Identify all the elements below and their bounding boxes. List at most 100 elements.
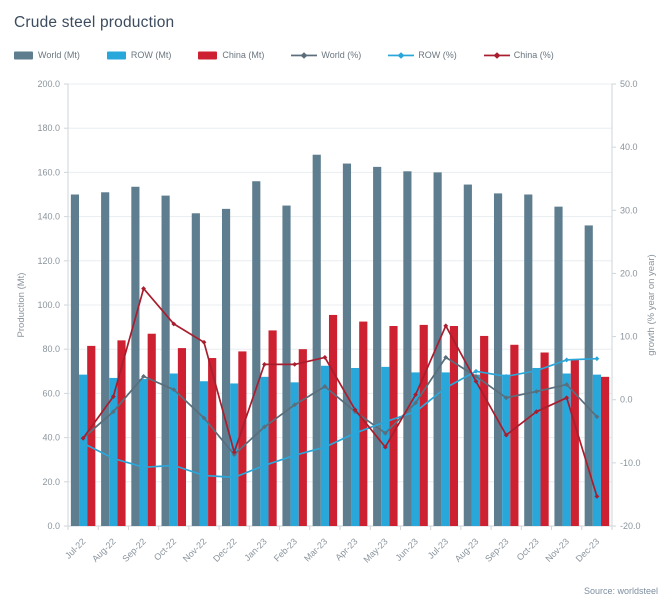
bar [554,206,563,526]
bar [177,348,187,526]
bar [238,351,247,526]
line-path [82,357,597,479]
legend-item-row-pct[interactable]: ROW (%) [388,50,457,60]
bar [147,333,156,526]
data-point-marker [141,373,146,379]
bar [260,376,269,526]
chart-title: Crude steel production [14,14,175,31]
bars-row-mt [79,365,601,526]
right-axis-tick-label: 0.0 [620,395,633,405]
bar [441,372,450,526]
right-axis-title: growth (% year on year) [646,254,657,355]
gridlines [68,83,612,527]
data-point-marker [413,400,418,406]
x-axis-tick-label: Apr-23 [333,536,359,562]
left-axis-tick-label: 120.0 [37,256,60,266]
bar [449,325,459,526]
x-axis-tick-label: Feb-23 [272,536,299,563]
bar [562,373,571,526]
data-point-marker [201,339,207,345]
left-axis: 0.0 20.0 40.0 60.0 80.0 100.0 120.0 140.0 160.0 1… [16,79,68,531]
x-axis-tick-label: Mar-23 [302,536,329,563]
x-axis-tick-label: Jul-23 [426,536,450,560]
data-point-marker [322,355,328,360]
bar [79,374,88,526]
left-axis-title: Production (Mt) [16,273,27,338]
x-axis-tick-label: Nov-23 [543,536,571,564]
bar [252,181,261,527]
bar [411,372,420,526]
x-axis-tick-label: Oct-22 [152,536,178,562]
data-point-marker [171,462,177,468]
x-axis-tick-label: Aug-23 [453,536,481,564]
x-axis-tick-label: Jul-22 [63,536,87,560]
left-axis-tick-label: 20.0 [42,477,60,487]
bar [584,225,593,526]
legend-line-swatch-icon [291,51,318,59]
bar [342,163,352,526]
legend-item-china-mt[interactable]: China (Mt) [198,50,264,60]
data-point-marker [352,430,358,436]
data-point-marker [201,473,207,478]
data-point-marker [292,452,298,458]
line-path [82,287,598,497]
bar [359,321,368,526]
legend-item-world-mt[interactable]: World (Mt) [14,50,80,60]
legend-label: World (%) [321,50,362,60]
bar [139,379,148,526]
bar [502,374,511,526]
data-point-marker [352,407,358,413]
bar [109,377,118,526]
data-point-marker [262,424,267,430]
right-axis-tick-label: 10.0 [620,332,638,342]
legend-item-world-pct[interactable]: World (%) [291,50,361,60]
x-axis-tick-label: Dec-22 [211,536,239,564]
x-axis: Jul-22 Aug-22 Sep-22 Oct-22 Nov-22 Dec-22 Jan-… [63,526,613,565]
legend-line-swatch-icon [483,51,510,59]
right-axis-tick-label: 40.0 [620,142,638,152]
right-axis: -20.0 -10.0 0.0 10.0 20.0 30.0 40.0 50.0 growth … [612,79,657,531]
left-axis-tick-label: 60.0 [42,388,60,398]
bar [510,344,519,526]
legend-label: World (Mt) [38,50,80,60]
left-axis-tick-label: 80.0 [42,344,60,354]
data-point-marker [534,368,539,374]
x-axis-tick-label: Dec-23 [574,536,602,564]
bar [199,381,209,526]
data-point-marker [141,286,146,291]
legend-line-swatch-icon [388,51,415,59]
left-axis-tick-label: 140.0 [37,212,60,222]
data-point-marker [443,385,449,391]
bar [471,374,481,526]
bar [524,194,533,526]
x-axis-tick-label: Sep-22 [120,536,148,564]
data-point-marker [443,323,449,329]
data-point-marker [473,379,479,384]
data-point-marker [171,387,177,393]
bar [540,352,549,526]
data-point-marker [110,394,116,399]
bar [480,335,489,526]
data-point-marker [564,395,570,401]
data-point-marker [262,462,267,468]
data-point-marker [503,432,509,438]
source-note: Source: worldsteel [583,586,658,596]
data-point-marker [262,361,267,367]
data-point-marker [171,321,177,327]
x-axis-tick-label: Jan-23 [242,536,269,563]
left-axis-tick-label: 40.0 [42,433,60,443]
data-point-marker [564,382,570,387]
data-point-marker [80,440,86,446]
legend-item-china-pct[interactable]: China (%) [483,50,554,60]
left-axis-tick-label: 160.0 [37,167,60,177]
bar [208,358,217,526]
bar [268,330,277,526]
right-axis-tick-label: -20.0 [620,521,641,531]
data-point-marker [594,414,600,420]
data-point-marker [564,357,570,363]
legend-item-row-mt[interactable]: ROW (Mt) [106,50,171,60]
left-axis-tick-label: 0.0 [47,521,60,531]
data-point-marker [503,395,509,401]
bars-world-mt [70,154,593,527]
